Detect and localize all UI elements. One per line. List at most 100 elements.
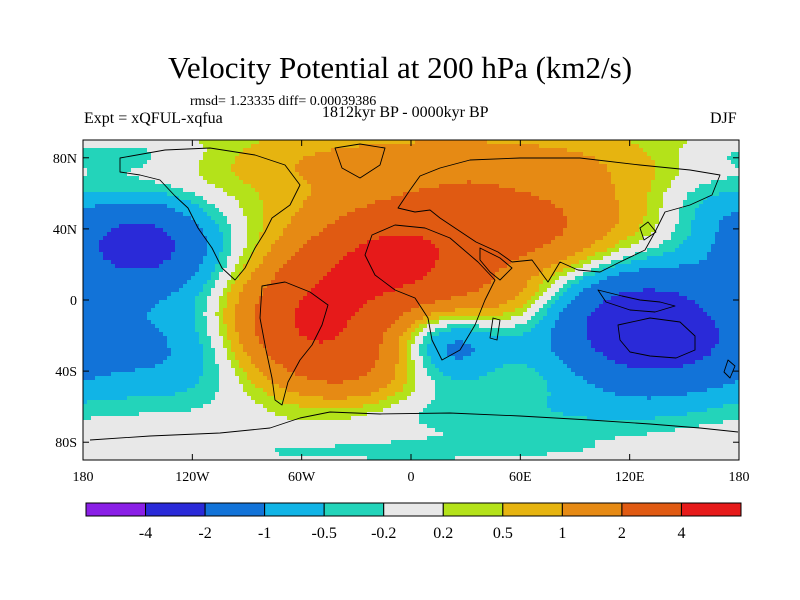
field-cell: [427, 152, 432, 157]
field-cell: [475, 144, 480, 149]
field-cell: [699, 200, 704, 205]
field-cell: [287, 232, 292, 237]
field-cell: [515, 256, 520, 261]
field-cell: [563, 216, 568, 221]
field-cell: [535, 148, 540, 153]
field-cell: [179, 160, 184, 165]
field-cell: [251, 232, 256, 237]
field-cell: [731, 172, 736, 177]
field-cell: [235, 184, 240, 189]
field-cell: [475, 200, 480, 205]
field-cell: [499, 156, 504, 161]
field-cell: [507, 208, 512, 213]
field-cell: [599, 244, 604, 249]
field-cell: [439, 220, 444, 225]
field-cell: [703, 164, 708, 169]
field-cell: [167, 236, 172, 241]
field-cell: [631, 244, 636, 249]
field-cell: [375, 144, 380, 149]
field-cell: [619, 192, 624, 197]
field-cell: [343, 160, 348, 165]
field-cell: [711, 144, 716, 149]
field-cell: [699, 244, 704, 249]
field-cell: [159, 196, 164, 201]
field-cell: [435, 200, 440, 205]
field-cell: [87, 156, 92, 161]
field-cell: [403, 196, 408, 201]
field-cell: [295, 228, 300, 233]
field-cell: [187, 236, 192, 241]
field-cell: [583, 140, 588, 145]
field-cell: [483, 200, 488, 205]
field-cell: [323, 188, 328, 193]
field-cell: [419, 236, 424, 241]
field-cell: [567, 168, 572, 173]
field-cell: [179, 176, 184, 181]
field-cell: [663, 204, 668, 209]
field-cell: [735, 172, 739, 177]
field-cell: [731, 208, 736, 213]
field-cell: [551, 256, 556, 261]
field-cell: [603, 168, 608, 173]
field-cell: [187, 220, 192, 225]
field-cell: [203, 208, 208, 213]
field-cell: [103, 156, 108, 161]
field-cell: [415, 236, 420, 241]
field-cell: [715, 228, 720, 233]
field-cell: [559, 164, 564, 169]
field-cell: [107, 148, 112, 153]
field-cell: [683, 256, 688, 261]
field-cell: [543, 248, 548, 253]
field-cell: [475, 208, 480, 213]
field-cell: [527, 188, 532, 193]
field-cell: [107, 204, 112, 209]
field-cell: [635, 176, 640, 181]
field-cell: [443, 216, 448, 221]
field-cell: [139, 156, 144, 161]
field-cell: [663, 148, 668, 153]
field-cell: [299, 180, 304, 185]
field-cell: [259, 144, 264, 149]
field-cell: [219, 216, 224, 221]
field-cell: [323, 164, 328, 169]
field-cell: [331, 244, 336, 249]
field-cell: [139, 240, 144, 245]
field-cell: [87, 184, 92, 189]
field-cell: [595, 228, 600, 233]
field-cell: [559, 152, 564, 157]
field-cell: [403, 256, 408, 261]
field-cell: [247, 212, 252, 217]
field-cell: [695, 164, 700, 169]
field-cell: [699, 240, 704, 245]
field-cell: [599, 156, 604, 161]
field-cell: [271, 248, 276, 253]
field-cell: [487, 172, 492, 177]
field-cell: [331, 248, 336, 253]
field-cell: [731, 152, 736, 157]
field-cell: [619, 148, 624, 153]
field-cell: [547, 172, 552, 177]
field-cell: [607, 156, 612, 161]
field-cell: [243, 148, 248, 153]
field-cell: [355, 208, 360, 213]
field-cell: [595, 192, 600, 197]
field-cell: [327, 188, 332, 193]
field-cell: [639, 232, 644, 237]
field-cell: [495, 188, 500, 193]
field-cell: [359, 256, 364, 261]
field-cell: [247, 180, 252, 185]
field-cell: [127, 204, 132, 209]
field-cell: [251, 220, 256, 225]
field-cell: [603, 140, 608, 145]
field-cell: [151, 204, 156, 209]
field-cell: [363, 228, 368, 233]
field-cell: [603, 240, 608, 245]
field-cell: [419, 256, 424, 261]
field-cell: [475, 232, 480, 237]
field-cell: [499, 204, 504, 209]
field-cell: [287, 176, 292, 181]
field-cell: [475, 216, 480, 221]
field-cell: [319, 176, 324, 181]
field-cell: [315, 168, 320, 173]
field-cell: [135, 196, 140, 201]
